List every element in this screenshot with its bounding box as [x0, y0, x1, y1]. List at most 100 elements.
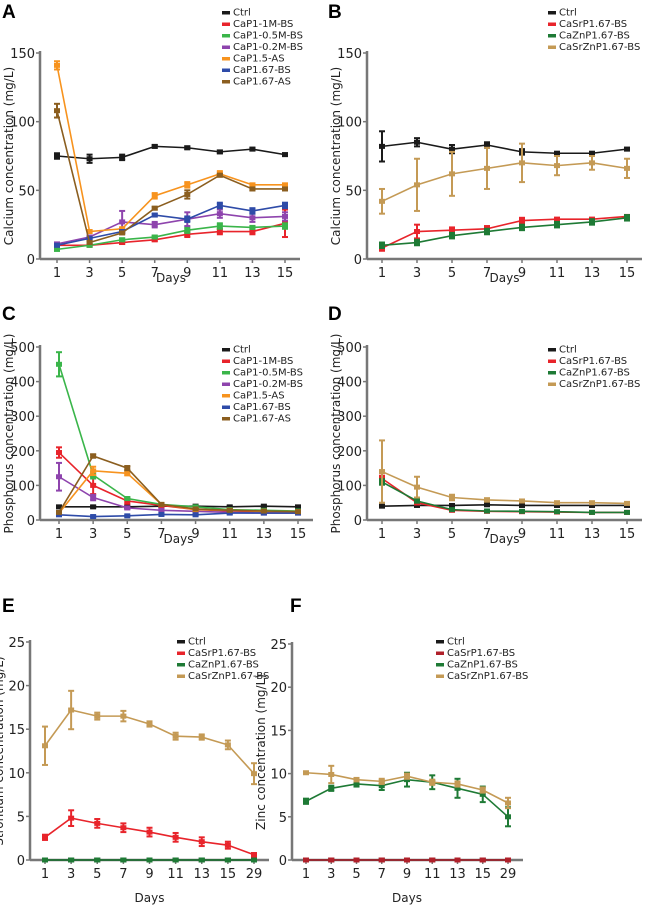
- data-point: [120, 825, 127, 831]
- data-point: [519, 218, 525, 224]
- data-point: [119, 226, 126, 232]
- data-point: [146, 721, 153, 727]
- data-point: [328, 771, 335, 777]
- data-point: [56, 450, 62, 456]
- data-point: [54, 62, 60, 68]
- legend-label: CaZnP1.67-BS: [188, 660, 259, 671]
- legend-swatch: [177, 663, 185, 667]
- legend-label: CaSrP1.67-BS: [447, 648, 515, 659]
- y-tick-label: 150: [10, 47, 35, 62]
- data-point: [68, 815, 75, 821]
- data-point: [68, 857, 75, 863]
- x-tick-label: 9: [145, 867, 153, 882]
- x-tick-label: 3: [413, 266, 421, 281]
- data-point: [505, 800, 511, 806]
- data-point: [224, 842, 231, 848]
- data-point: [86, 229, 93, 235]
- data-point: [449, 227, 455, 233]
- y-tick-label: 200: [10, 445, 35, 460]
- x-tick-label: 7: [483, 266, 491, 281]
- data-point: [379, 242, 385, 248]
- data-point: [151, 234, 158, 240]
- series-ctrl: [379, 130, 630, 163]
- legend-swatch: [177, 640, 185, 644]
- data-point: [554, 502, 560, 508]
- data-point: [251, 857, 257, 863]
- y-tick-label: 50: [18, 184, 35, 199]
- x-tick-label: 29: [246, 867, 263, 882]
- data-point: [505, 814, 511, 820]
- x-tick-label: 1: [55, 527, 63, 542]
- data-point: [249, 182, 256, 188]
- data-point: [249, 224, 256, 230]
- x-tick-label: 11: [549, 266, 566, 281]
- legend-label: CaSrP1.67-BS: [188, 648, 256, 659]
- y-axis-label: Calcium concentration (mg/L): [2, 67, 16, 245]
- data-point: [379, 198, 385, 204]
- x-tick-label: 1: [53, 266, 61, 281]
- series-line: [56, 204, 286, 247]
- legend-label: CaSrZnP1.67-BS: [559, 42, 640, 53]
- data-point: [379, 469, 385, 475]
- legend-label: CaP1-0.5M-BS: [233, 31, 303, 42]
- data-point: [449, 146, 455, 152]
- data-point: [42, 743, 48, 749]
- data-point: [378, 778, 385, 784]
- data-point: [519, 502, 525, 508]
- x-tick-label: 7: [157, 527, 165, 542]
- series-line: [381, 217, 628, 247]
- x-tick-label: 5: [123, 527, 131, 542]
- data-point: [90, 504, 97, 510]
- legend-swatch: [548, 348, 556, 352]
- legend-swatch: [548, 371, 556, 375]
- x-tick-label: 3: [413, 527, 421, 542]
- legend-swatch: [222, 22, 230, 26]
- data-point: [184, 227, 191, 233]
- data-point: [624, 215, 630, 221]
- series-ctrl: [54, 143, 288, 164]
- data-point: [449, 507, 455, 513]
- data-point: [224, 742, 231, 748]
- data-point: [42, 857, 48, 863]
- y-tick-label: 0: [279, 854, 287, 869]
- data-point: [554, 216, 560, 222]
- series-casrznp1-67-bs: [42, 689, 257, 786]
- x-tick-label: 15: [277, 266, 294, 281]
- data-point: [378, 783, 385, 789]
- y-tick-label: 0: [354, 514, 362, 529]
- series-line: [56, 212, 286, 245]
- x-tick-label: 7: [119, 867, 127, 882]
- y-tick-label: 100: [337, 479, 362, 494]
- series-caznp1-67-bs: [379, 214, 630, 250]
- data-point: [184, 145, 191, 151]
- data-point: [192, 506, 199, 512]
- x-tick-label: 15: [290, 527, 307, 542]
- y-tick-label: 0: [27, 253, 35, 268]
- legend-label: CaP1-0.2M-BS: [233, 42, 303, 53]
- data-point: [90, 453, 97, 459]
- x-tick-label: 15: [619, 266, 636, 281]
- data-point: [146, 829, 153, 835]
- legend-swatch: [222, 34, 230, 38]
- y-tick-label: 150: [337, 47, 362, 62]
- data-point: [216, 172, 223, 178]
- data-point: [282, 202, 288, 208]
- data-point: [120, 857, 127, 863]
- x-tick-label: 5: [93, 867, 101, 882]
- legend-swatch: [222, 11, 230, 15]
- data-point: [146, 857, 153, 863]
- x-tick-label: 15: [474, 867, 491, 882]
- data-point: [90, 495, 97, 501]
- legend-swatch: [222, 80, 230, 84]
- legend-swatch: [222, 371, 230, 375]
- legend-swatch: [222, 394, 230, 398]
- data-point: [282, 186, 288, 192]
- y-tick-label: 400: [10, 376, 35, 391]
- y-tick-label: 400: [337, 376, 362, 391]
- y-tick-label: 15: [270, 724, 287, 739]
- data-point: [249, 186, 256, 192]
- data-point: [56, 504, 62, 510]
